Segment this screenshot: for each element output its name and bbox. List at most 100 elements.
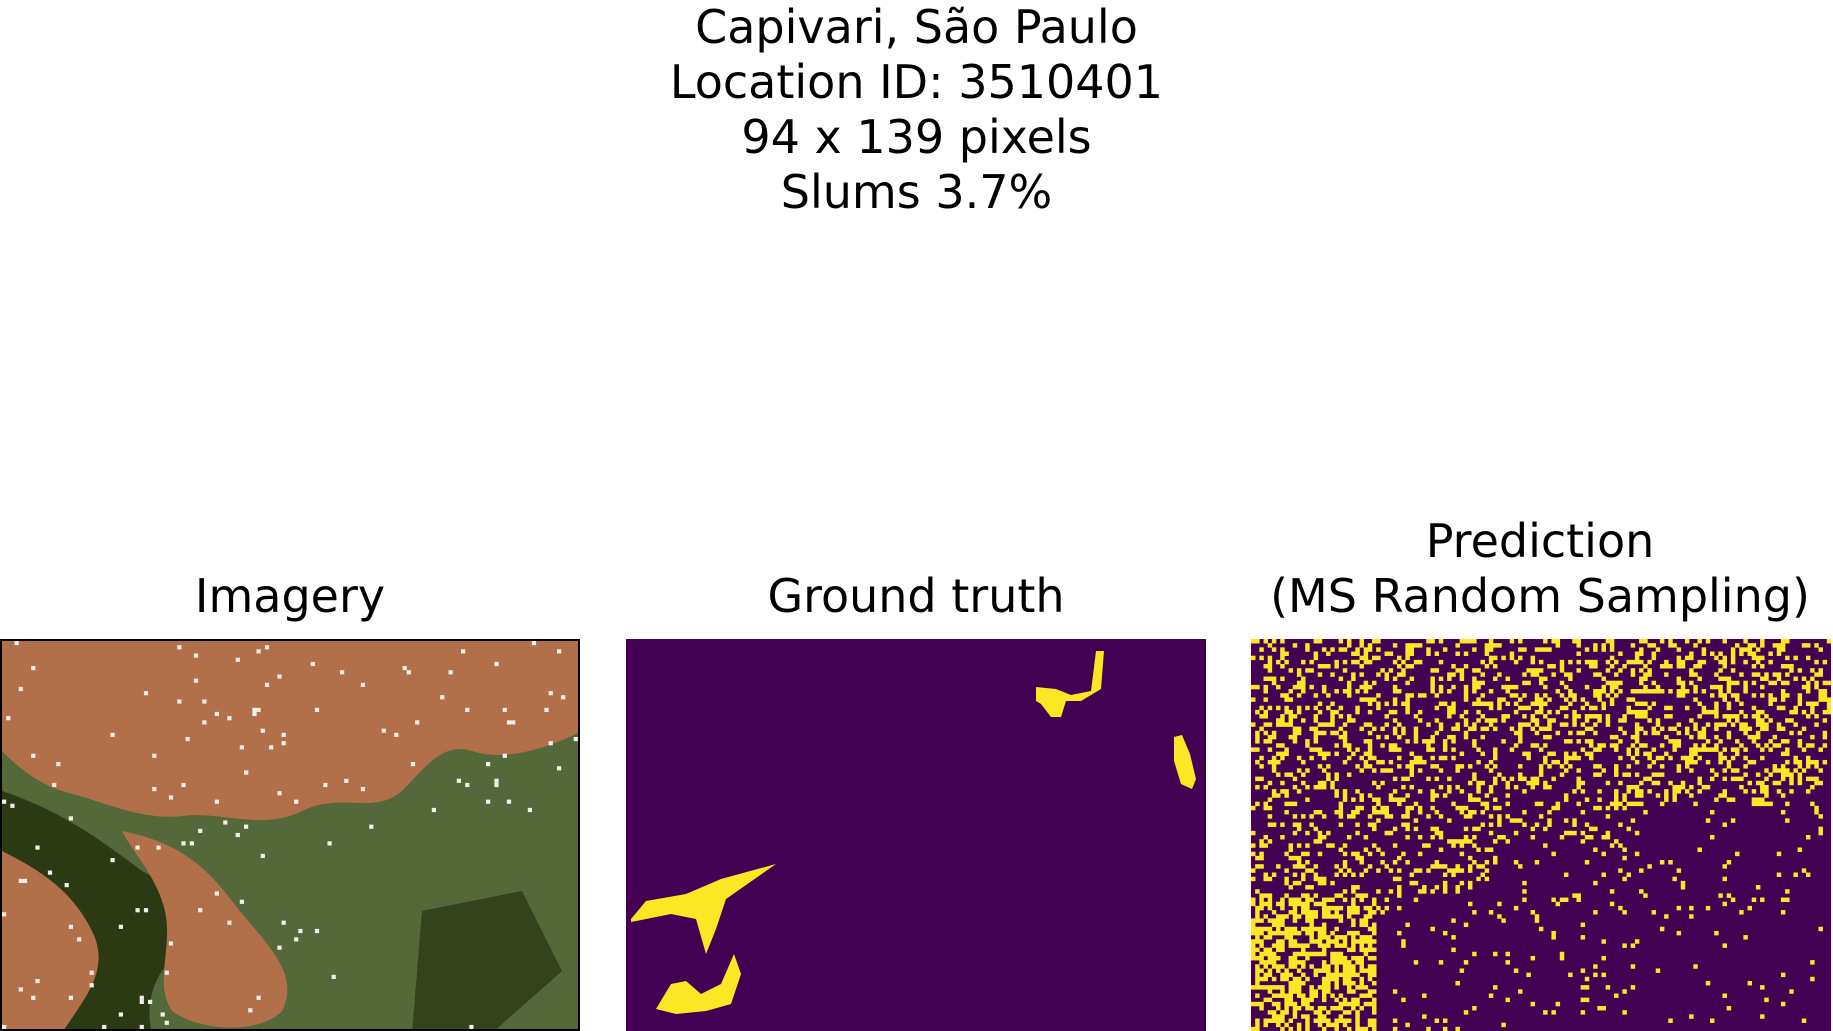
predicted-slum-pixel [1622,772,1627,777]
predicted-slum-pixel [1367,684,1373,690]
predicted-slum-pixel [1363,968,1369,973]
bright-roof-pixel [461,649,466,654]
predicted-slum-pixel [1334,964,1339,969]
predicted-slum-pixel [1301,1014,1306,1019]
predicted-slum-pixel [1463,730,1469,736]
predicted-slum-pixel [1614,839,1619,844]
predicted-slum-pixel [1805,755,1811,761]
bright-roof-pixel [369,824,374,829]
predicted-slum-pixel [1588,739,1594,744]
predicted-slum-pixel [1530,659,1536,665]
predicted-slum-pixel [1559,955,1565,961]
predicted-slum-pixel [1543,701,1548,707]
predicted-slum-pixel [1359,964,1364,969]
predicted-slum-pixel [1463,814,1469,819]
predicted-slum-pixel [1397,689,1402,694]
predicted-slum-pixel [1363,847,1369,852]
bright-roof-pixel [227,920,232,925]
predicted-slum-pixel [1359,805,1364,811]
predicted-slum-pixel [1342,843,1348,848]
predicted-slum-pixel [1451,664,1456,669]
predicted-slum-pixel [1601,647,1606,652]
predicted-slum-pixel [1793,755,1798,761]
predicted-slum-pixel [1768,693,1773,698]
predicted-slum-pixel [1543,826,1548,832]
predicted-slum-pixel [1518,722,1523,727]
predicted-slum-pixel [1255,801,1260,807]
predicted-slum-pixel [1568,972,1573,978]
predicted-slum-pixel [1409,751,1415,757]
predicted-slum-pixel [1664,734,1669,740]
predicted-slum-pixel [1643,639,1648,644]
predicted-slum-pixel [1434,693,1440,698]
predicted-slum-pixel [1689,680,1694,686]
predicted-slum-pixel [1776,780,1782,786]
predicted-slum-pixel [1363,751,1369,757]
predicted-slum-pixel [1271,639,1277,644]
predicted-slum-pixel [1434,809,1440,815]
predicted-slum-pixel [1609,647,1615,652]
predicted-slum-pixel [1259,985,1264,990]
predicted-slum-pixel [1267,985,1273,990]
predicted-slum-pixel [1367,910,1373,915]
predicted-slum-pixel [1780,809,1786,815]
predicted-slum-pixel [1284,789,1289,794]
predicted-slum-pixel [1251,830,1256,836]
predicted-slum-pixel [1551,776,1556,782]
predicted-slum-pixel [1476,826,1481,832]
predicted-slum-pixel [1793,759,1798,765]
predicted-slum-pixel [1317,839,1323,844]
predicted-slum-pixel [1280,1026,1285,1031]
bright-roof-pixel [511,720,516,725]
predicted-slum-pixel [1810,705,1815,711]
predicted-slum-pixel [1309,910,1314,915]
predicted-slum-pixel [1697,780,1702,786]
predicted-slum-pixel [1363,689,1369,694]
predicted-slum-pixels [1251,639,1831,1031]
predicted-slum-pixel [1505,793,1510,798]
predicted-slum-pixel [1676,693,1682,698]
predicted-slum-pixel [1342,689,1348,694]
predicted-slum-pixel [1655,780,1661,786]
predicted-slum-pixel [1296,709,1302,715]
predicted-slum-pixel [1726,701,1732,707]
predicted-slum-pixel [1472,722,1477,727]
predicted-slum-pixel [1618,668,1623,673]
predicted-slum-pixel [1543,639,1548,644]
predicted-slum-pixel [1317,639,1323,644]
predicted-slum-pixel [1405,643,1410,648]
predicted-slum-pixel [1292,918,1298,923]
predicted-slum-pixel [1388,747,1394,752]
predicted-slum-pixel [1451,918,1456,923]
predicted-slum-pixel [1472,647,1477,652]
predicted-slum-pixel [1818,814,1823,819]
predicted-slum-pixel [1630,818,1636,823]
predicted-slum-pixel [1805,835,1811,840]
predicted-slum-pixel [1263,697,1268,702]
predicted-slum-pixel [1321,922,1327,928]
predicted-slum-pixel [1764,997,1769,1003]
predicted-slum-pixel [1280,664,1285,669]
predicted-slum-pixel [1488,814,1494,819]
predicted-slum-pixel [1568,730,1573,736]
predicted-slum-pixel [1714,772,1719,777]
bright-roof-pixel [394,732,399,737]
predicted-slum-pixel [1497,772,1502,777]
predicted-slum-pixel [1284,993,1289,998]
bright-roof-pixel [31,666,36,671]
predicted-slum-pixel [1338,993,1344,998]
predicted-slum-pixel [1588,751,1594,757]
bright-roofs [2,641,578,1029]
predicted-slum-pixel [1284,772,1289,777]
predicted-slum-pixel [1334,926,1339,932]
bright-roof-pixel [89,970,94,975]
predicted-slum-pixel [1267,955,1273,961]
predicted-slum-pixel [1292,939,1298,944]
predicted-slum-pixel [1321,914,1327,919]
predicted-slum-pixel [1276,968,1281,973]
predicted-slum-pixel [1814,722,1819,727]
predicted-slum-pixel [1301,951,1306,957]
predicted-slum-pixel [1822,730,1828,736]
predicted-slum-pixel [1730,897,1736,903]
predicted-slum-pixel [1559,664,1565,669]
